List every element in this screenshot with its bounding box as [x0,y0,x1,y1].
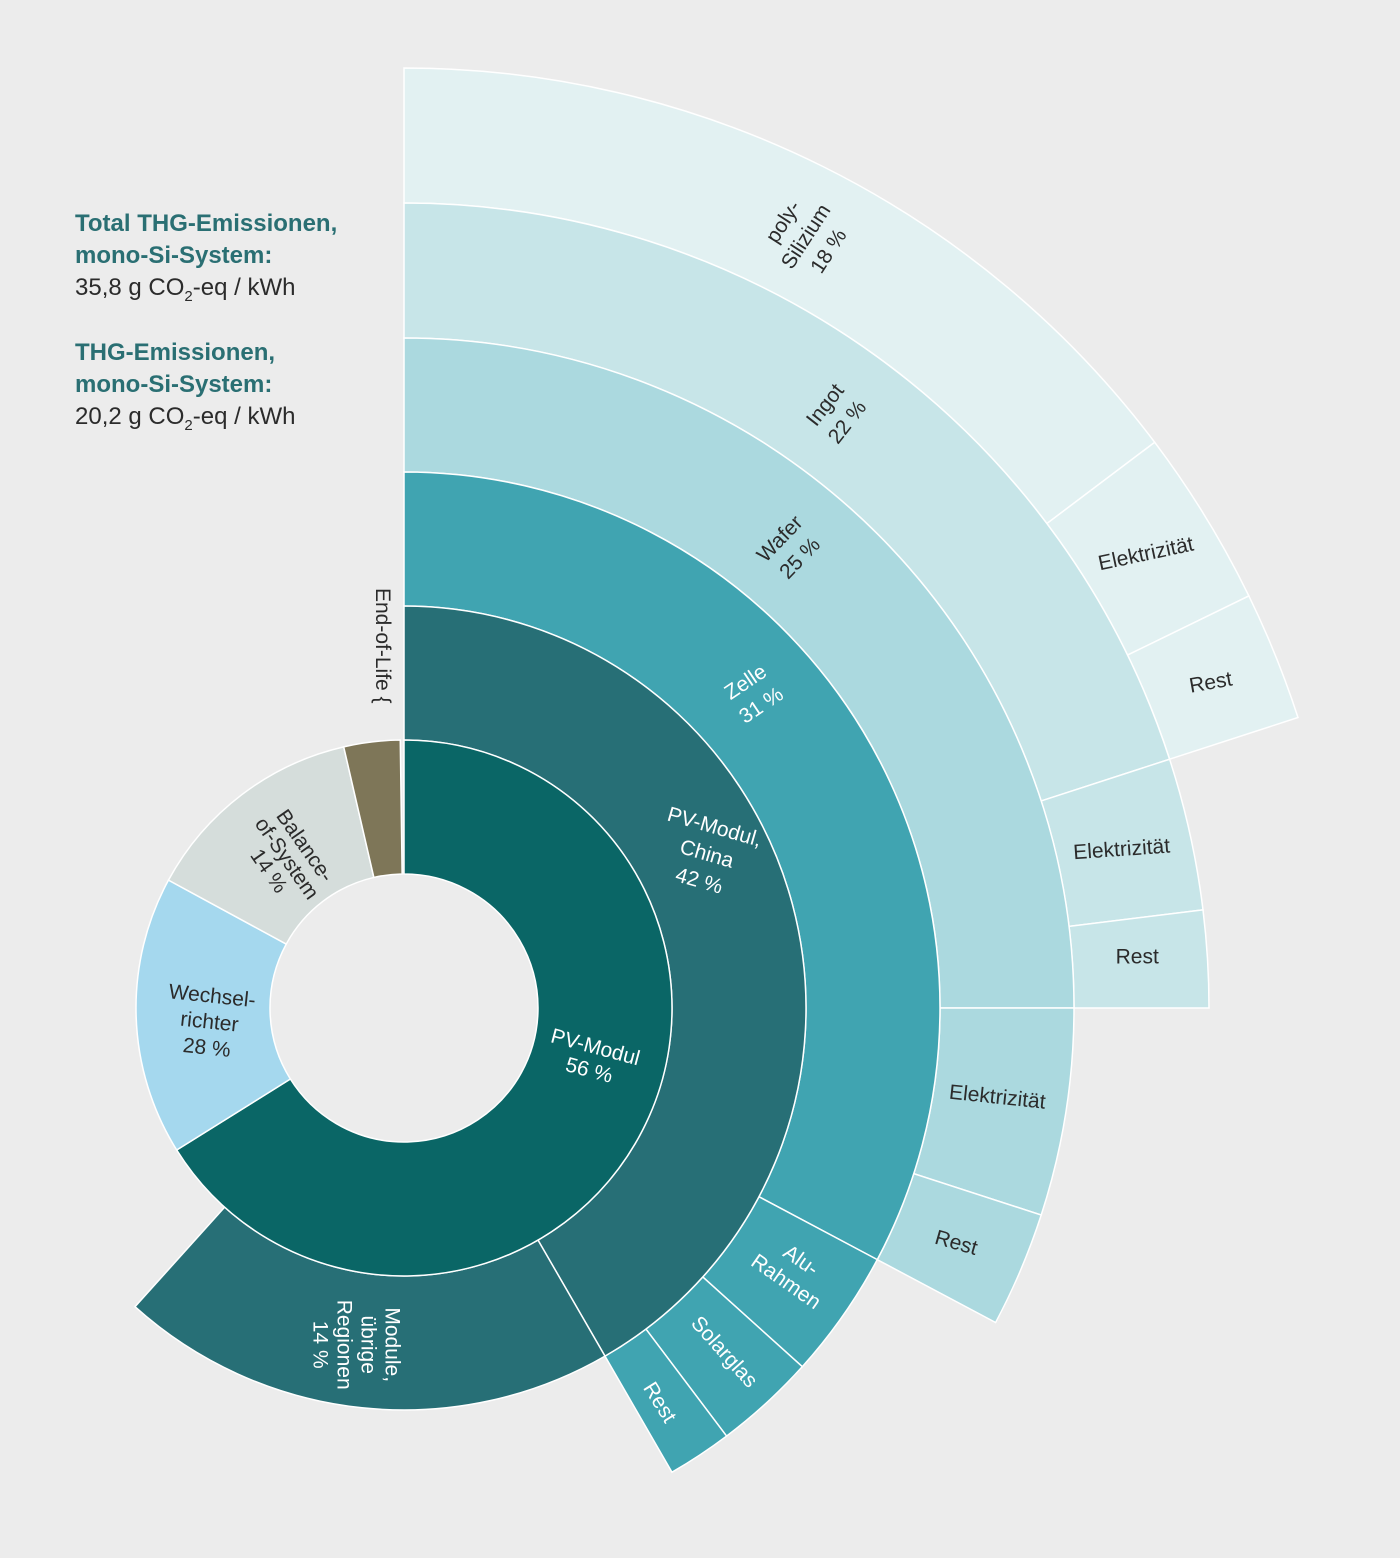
label-module-uebrige-regionen-line: 14 % [309,1321,332,1369]
segment-wechselrichter [135,879,292,1152]
label-wechselrichter-line: 28 % [182,1034,232,1062]
summary-block: Total THG-Emissionen, mono-Si-System: 35… [75,208,405,466]
summary-total-unit-suffix: -eq / kWh [192,274,296,301]
segment-pv-modul [175,739,673,1277]
label-module-uebrige-regionen-line: Module, [381,1307,404,1382]
summary-total-unit: g CO [128,274,185,301]
label-rest-wafer: Rest [1116,946,1159,969]
summary-total-title-1: Total THG-Emissionen, [75,210,338,237]
summary-partial-title-1: THG-Emissionen, [75,338,276,366]
summary-total-value: 35,8 g CO2-eq / kWh [75,272,405,313]
summary-total-title-2: mono-Si-System: [75,242,273,269]
label-end-of-life: End-of-Life { [371,588,394,704]
summary-partial-number: 20,2 [75,402,122,430]
summary-partial-unit-sub: 2 [184,416,193,434]
summary-partial-title-2: mono-Si-System: [75,370,273,398]
summary-partial: THG-Emissionen, mono-Si-System: 20,2 g C… [75,337,405,442]
segment-end-of-life [342,739,403,879]
summary-total-number: 35,8 [75,274,122,301]
label-module-uebrige-regionen-line: Regionen [333,1300,356,1390]
summary-total: Total THG-Emissionen, mono-Si-System: 35… [75,208,405,313]
summary-partial-unit: g CO [128,402,185,430]
label-rest-wafer-line: Rest [1116,946,1159,969]
segment-balance-of-system [167,745,375,946]
label-module-uebrige-regionen: Module,übrigeRegionen14 % [309,1300,404,1390]
summary-partial-value: 20,2 g CO2-eq / kWh [75,401,405,442]
label-module-uebrige-regionen-line: übrige [357,1315,380,1373]
summary-partial-unit-suffix: -eq / kWh [192,402,296,430]
summary-total-unit-sub: 2 [184,287,193,305]
